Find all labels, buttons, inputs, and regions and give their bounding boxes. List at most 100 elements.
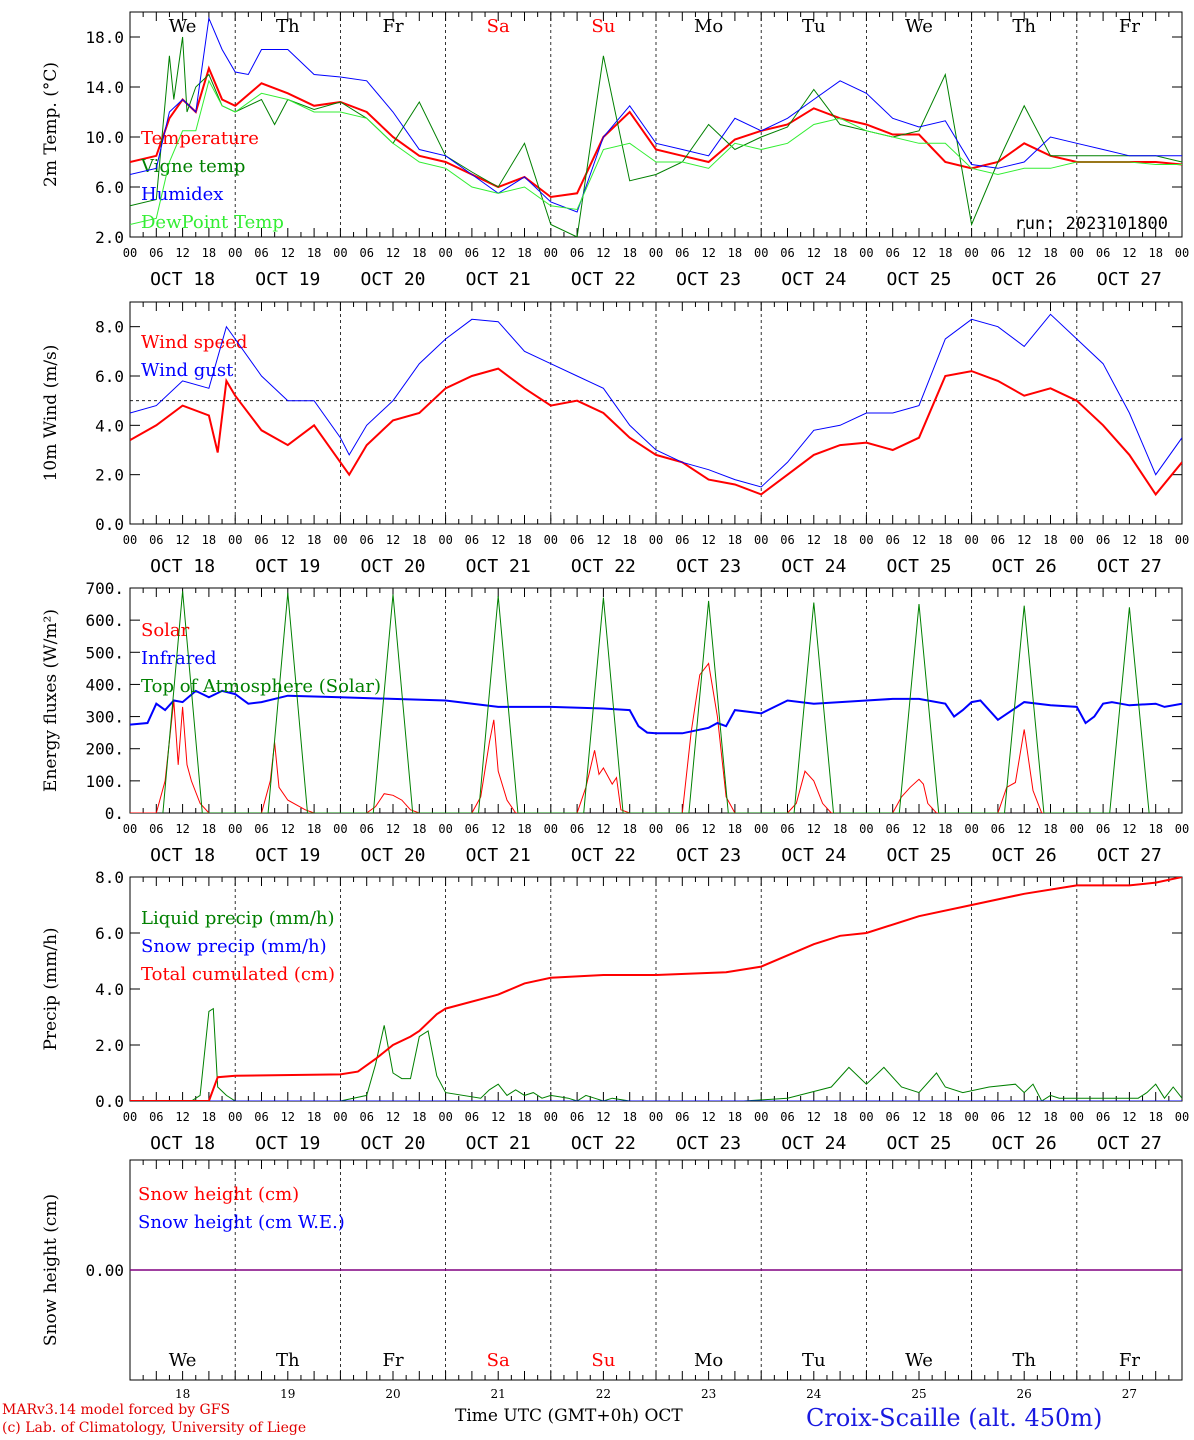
day-number-label: 22 <box>596 1387 611 1401</box>
date-label: OCT 20 <box>360 845 425 866</box>
hour-tick-label: 00 <box>1070 1110 1084 1124</box>
weekday-label: Th <box>1012 16 1036 37</box>
hour-tick-label: 12 <box>491 533 505 547</box>
hour-tick-label: 00 <box>438 822 452 836</box>
lab-credit: (c) Lab. of Climatology, University of L… <box>2 1420 307 1436</box>
weekday-label: Sa <box>487 16 510 37</box>
y-tick-label: 100. <box>85 772 124 791</box>
hour-tick-label: 06 <box>675 822 689 836</box>
hour-tick-label: 06 <box>675 1110 689 1124</box>
hour-tick-label: 12 <box>386 533 400 547</box>
legend-entry: Vigne temp <box>140 156 245 177</box>
day-number-label: 24 <box>806 1387 822 1401</box>
day-number-label: 27 <box>1122 1387 1137 1401</box>
date-label: OCT 25 <box>886 556 951 577</box>
hour-tick-label: 00 <box>964 246 978 260</box>
day-number-label: 18 <box>175 1387 190 1401</box>
weekday-label: Tu <box>802 1350 826 1371</box>
date-label: OCT 21 <box>466 556 531 577</box>
weekday-label: Su <box>591 16 615 37</box>
hour-tick-label: 06 <box>465 822 479 836</box>
weekday-label: Th <box>1012 1350 1036 1371</box>
hour-tick-label: 00 <box>333 246 347 260</box>
hour-tick-label: 18 <box>307 246 321 260</box>
series-line-humidex <box>130 16 1182 213</box>
hour-tick-label: 00 <box>438 246 452 260</box>
hour-tick-label: 18 <box>728 246 742 260</box>
hour-tick-label: 12 <box>701 533 715 547</box>
hour-tick-label: 00 <box>333 822 347 836</box>
hour-tick-label: 12 <box>1017 822 1031 836</box>
hour-tick-label: 18 <box>307 1110 321 1124</box>
hour-tick-label: 00 <box>859 1110 873 1124</box>
hour-tick-label: 00 <box>544 822 558 836</box>
hour-tick-label: 12 <box>807 1110 821 1124</box>
hour-tick-label: 00 <box>1175 533 1189 547</box>
hour-tick-label: 06 <box>991 246 1005 260</box>
series-line-temperature <box>130 65 1182 199</box>
hour-tick-label: 06 <box>570 533 584 547</box>
hour-tick-label: 18 <box>202 1110 216 1124</box>
hour-tick-label: 00 <box>1070 246 1084 260</box>
hour-tick-label: 00 <box>649 533 663 547</box>
y-axis-label: 2m Temp. (°C) <box>41 62 61 187</box>
date-label: OCT 23 <box>676 845 741 866</box>
hour-tick-label: 00 <box>123 246 137 260</box>
hour-tick-label: 12 <box>386 246 400 260</box>
legend-entry: Top of Atmosphere (Solar) <box>141 676 381 697</box>
weekday-label: Fr <box>382 16 403 37</box>
hour-tick-label: 18 <box>833 533 847 547</box>
date-label: OCT 25 <box>886 1133 951 1154</box>
hour-tick-label: 06 <box>465 1110 479 1124</box>
hour-tick-label: 12 <box>175 1110 189 1124</box>
date-label: OCT 23 <box>676 269 741 290</box>
hour-tick-label: 00 <box>964 1110 978 1124</box>
hour-tick-label: 06 <box>254 822 268 836</box>
date-label: OCT 22 <box>571 1133 636 1154</box>
weekday-label: Th <box>276 16 300 37</box>
hour-tick-label: 12 <box>175 246 189 260</box>
date-label: OCT 21 <box>466 269 531 290</box>
weekday-label: Fr <box>1119 1350 1140 1371</box>
x-axis-title: Time UTC (GMT+0h) OCT <box>455 1406 683 1426</box>
date-label: OCT 19 <box>255 845 320 866</box>
hour-tick-label: 06 <box>254 533 268 547</box>
date-label: OCT 24 <box>781 845 846 866</box>
y-tick-label: 300. <box>85 708 124 727</box>
hour-tick-label: 12 <box>596 533 610 547</box>
hour-tick-label: 12 <box>491 1110 505 1124</box>
y-tick-label: 6.0 <box>95 367 124 386</box>
hour-tick-label: 12 <box>491 246 505 260</box>
hour-tick-label: 18 <box>728 822 742 836</box>
hour-tick-label: 00 <box>649 822 663 836</box>
date-label: OCT 27 <box>1097 269 1162 290</box>
hour-tick-label: 00 <box>333 1110 347 1124</box>
hour-tick-label: 12 <box>1122 1110 1136 1124</box>
hour-tick-label: 12 <box>1122 533 1136 547</box>
hour-tick-label: 18 <box>833 822 847 836</box>
station-name: Croix-Scaille (alt. 450m) <box>806 1404 1103 1432</box>
hour-tick-label: 00 <box>754 1110 768 1124</box>
hour-tick-label: 18 <box>517 1110 531 1124</box>
date-label: OCT 21 <box>466 1133 531 1154</box>
hour-tick-label: 06 <box>991 533 1005 547</box>
hour-tick-label: 00 <box>544 1110 558 1124</box>
hour-tick-label: 00 <box>1070 533 1084 547</box>
hour-tick-label: 18 <box>1148 246 1162 260</box>
hour-tick-label: 00 <box>333 533 347 547</box>
date-label: OCT 18 <box>150 1133 215 1154</box>
y-axis-label: Snow height (cm) <box>41 1194 61 1346</box>
date-label: OCT 24 <box>781 1133 846 1154</box>
hour-tick-label: 06 <box>780 246 794 260</box>
hour-tick-label: 18 <box>202 822 216 836</box>
hour-tick-label: 06 <box>465 246 479 260</box>
hour-tick-label: 18 <box>622 822 636 836</box>
hour-tick-label: 00 <box>964 822 978 836</box>
date-label: OCT 27 <box>1097 845 1162 866</box>
series-line-wind-speed <box>130 367 1182 497</box>
hour-tick-label: 18 <box>517 246 531 260</box>
hour-tick-label: 06 <box>991 1110 1005 1124</box>
y-tick-label: 6.0 <box>95 178 124 197</box>
day-number-label: 25 <box>911 1387 926 1401</box>
legend-entry: Snow height (cm) <box>138 1184 299 1205</box>
